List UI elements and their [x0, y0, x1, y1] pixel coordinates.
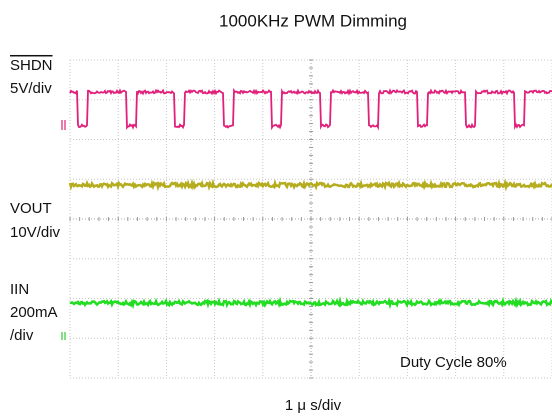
channel-scale: 5V/div	[10, 80, 52, 97]
ch1-marker	[61, 120, 66, 130]
trace	[69, 296, 552, 310]
traces	[68, 87, 552, 310]
trace	[69, 87, 552, 131]
trace	[68, 178, 552, 192]
time-scale: 1 μ s/div	[285, 397, 342, 414]
title: 1000KHz PWM Dimming	[219, 11, 407, 30]
channel-name: VOUT	[10, 200, 52, 217]
ch3-marker	[61, 332, 66, 340]
annotation: Duty Cycle 80%	[400, 354, 507, 371]
channel-scale: 200mA	[10, 304, 58, 321]
channel-scale: /div	[10, 327, 34, 344]
channel-scale: 10V/div	[10, 224, 61, 241]
channel-name: SHDN	[10, 57, 53, 74]
graticule	[69, 59, 552, 379]
channel-name: IIN	[10, 281, 29, 298]
